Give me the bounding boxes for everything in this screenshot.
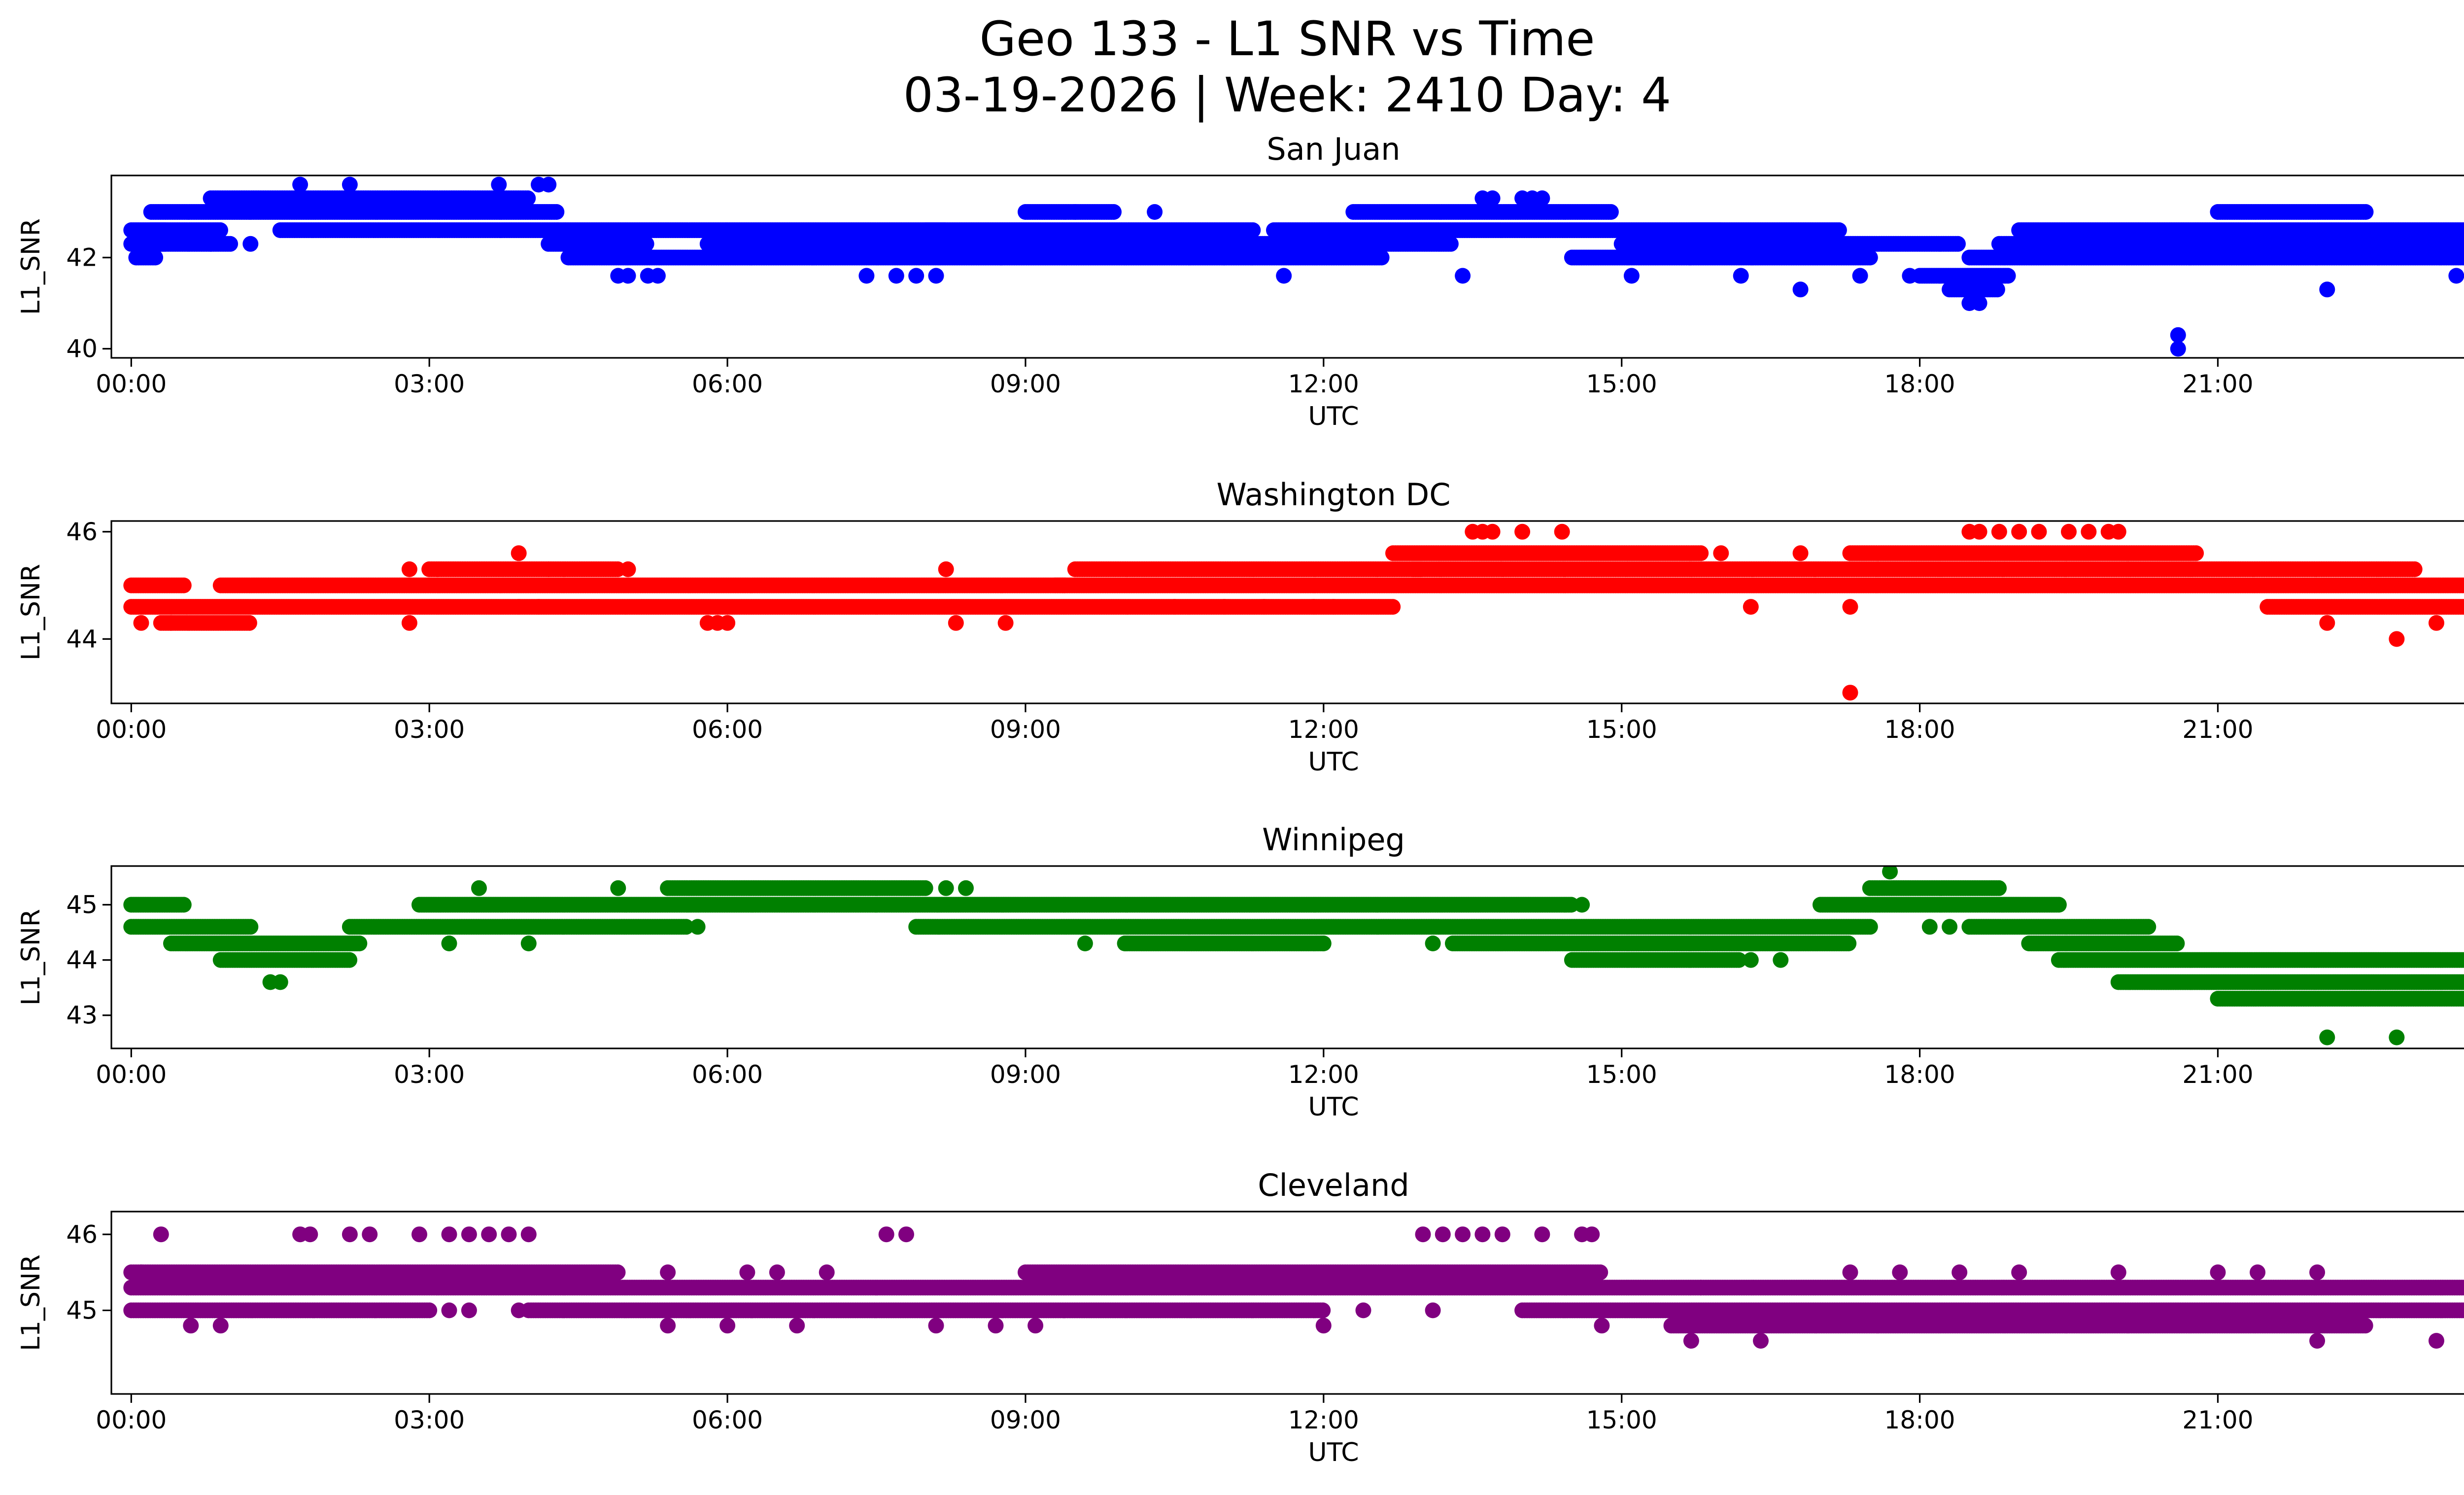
figure-title-line1: Geo 133 - L1 SNR vs Time [980, 11, 1595, 67]
data-point [491, 176, 507, 193]
x-tick-label: 15:00 [1586, 370, 1657, 398]
data-point [928, 268, 944, 284]
data-point [1950, 236, 1966, 252]
data-point [1455, 268, 1471, 284]
x-tick-label: 06:00 [692, 370, 763, 398]
data-point [1276, 268, 1292, 284]
data-point [1862, 249, 1878, 266]
subplot-san-juan: San Juan 00:00 03:00 06:00 09:00 12:00 15:00 18… [16, 131, 2464, 431]
data-point [1245, 222, 1261, 238]
data-point [548, 204, 565, 220]
figure-title-line2: 03-19-2026 | Week: 2410 Day: 4 [903, 68, 1672, 123]
subplot-grid: San Juan 00:00 03:00 06:00 09:00 12:00 15:00 18… [16, 131, 2464, 1467]
data-point [203, 236, 219, 252]
data-point [2170, 327, 2186, 343]
data-point [541, 176, 557, 193]
x-axis-label: UTC [1308, 402, 1359, 431]
data-point [1147, 204, 1163, 220]
data-point [2448, 268, 2464, 284]
subplot-title: Washington DC [1216, 477, 1450, 513]
x-tick-label: 09:00 [990, 370, 1061, 398]
data-point [2170, 341, 2186, 357]
scatter-points [123, 523, 2464, 701]
y-tick-label: 42 [66, 243, 98, 272]
data-point [1902, 268, 1918, 284]
data-point [2000, 268, 2016, 284]
data-point [342, 176, 358, 193]
scatter-points [123, 176, 2464, 357]
data-point [2462, 579, 2464, 591]
data-point [2460, 250, 2464, 265]
data-point [888, 268, 904, 284]
x-tick-label: 03:00 [394, 370, 465, 398]
data-point [1693, 545, 1709, 561]
data-point [1442, 236, 1459, 252]
data-point [1831, 222, 1847, 238]
data-point [908, 268, 924, 284]
data-point [175, 577, 192, 593]
data-point [2462, 225, 2464, 236]
data-point [1067, 204, 1083, 220]
data-point [1603, 204, 1619, 220]
data-point [147, 249, 164, 266]
x-tick-label: 00:00 [96, 370, 167, 398]
data-point [241, 615, 257, 631]
data-point [1852, 268, 1868, 284]
data-point [2319, 281, 2335, 298]
data-point [1534, 190, 1550, 207]
data-point [2461, 238, 2464, 250]
y-axis-label: L1_SNR [16, 218, 46, 315]
data-point [1971, 295, 1987, 311]
axes-frame [110, 174, 2464, 359]
data-point [1106, 204, 1122, 220]
data-point [520, 190, 536, 207]
y-tick-label: 40 [66, 335, 98, 363]
data-point [222, 236, 239, 252]
data-point [2462, 252, 2464, 263]
data-point [610, 268, 626, 284]
data-point [292, 176, 308, 193]
data-point [638, 236, 654, 252]
data-point [650, 268, 666, 284]
data-point [1484, 190, 1501, 207]
data-point [858, 268, 875, 284]
x-tick-label: 21:00 [2182, 370, 2253, 398]
x-tick-label: 12:00 [1288, 370, 1359, 398]
data-point [1792, 281, 1809, 298]
data-point [1385, 599, 1401, 615]
data-point [242, 236, 259, 252]
data-point [1989, 281, 2005, 298]
subplot-title: San Juan [1266, 131, 1400, 167]
x-tick-label: 18:00 [1884, 370, 1955, 398]
data-point [2358, 204, 2374, 220]
data-point [1623, 268, 1640, 284]
data-point [212, 222, 228, 238]
data-point [1733, 268, 1749, 284]
data-point [1373, 249, 1390, 266]
